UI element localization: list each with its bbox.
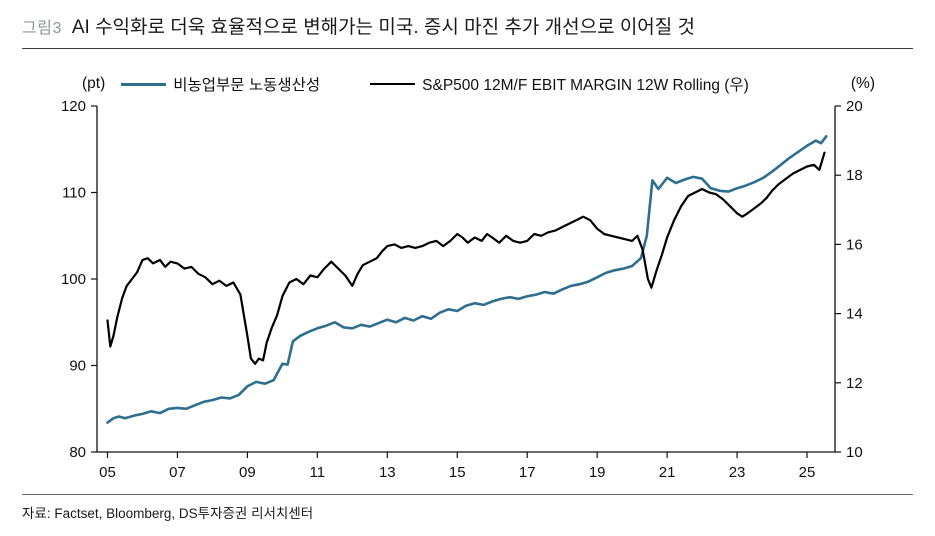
svg-text:90: 90 <box>69 358 86 375</box>
title-divider <box>22 48 913 49</box>
svg-text:10: 10 <box>846 444 863 461</box>
svg-text:13: 13 <box>379 464 396 481</box>
svg-text:16: 16 <box>846 236 863 253</box>
chart-legend-row: (pt) 비농업부문 노동생산성 S&P500 12M/F EBIT MARGI… <box>0 73 935 95</box>
svg-text:100: 100 <box>61 271 86 288</box>
svg-text:07: 07 <box>169 464 186 481</box>
svg-text:05: 05 <box>99 464 116 481</box>
svg-text:120: 120 <box>61 100 86 115</box>
figure-title: AI 수익화로 더욱 효율적으로 변해가는 미국. 증시 마진 추가 개선으로 … <box>71 17 696 38</box>
svg-text:110: 110 <box>62 185 86 202</box>
svg-text:12: 12 <box>846 375 863 392</box>
legend-label-ebit-margin: S&P500 12M/F EBIT MARGIN 12W Rolling (우) <box>422 77 749 94</box>
svg-text:14: 14 <box>846 306 863 323</box>
figure-header: 그림3 AI 수익화로 더욱 효율적으로 변해가는 미국. 증시 마진 추가 개… <box>22 12 913 39</box>
svg-text:18: 18 <box>846 167 863 184</box>
source-note: 자료: Factset, Bloomberg, DS투자증권 리서치센터 <box>22 506 314 521</box>
productivity-line-swatch <box>121 82 167 86</box>
svg-text:80: 80 <box>69 444 86 461</box>
svg-text:20: 20 <box>846 100 863 115</box>
svg-text:15: 15 <box>449 464 466 481</box>
svg-text:09: 09 <box>239 464 256 481</box>
right-axis-unit-label: (%) <box>850 75 875 92</box>
svg-text:25: 25 <box>799 464 816 481</box>
legend-item-ebit-margin: S&P500 12M/F EBIT MARGIN 12W Rolling (우) <box>370 73 749 95</box>
svg-text:19: 19 <box>589 464 606 481</box>
line-chart-svg: 80 90 100 110 120 10 12 14 16 18 20 05 07 09 11 13 15 17 1… <box>61 100 863 481</box>
left-axis-unit-label: (pt) <box>82 75 106 92</box>
footer-divider <box>22 494 913 495</box>
svg-text:17: 17 <box>519 464 536 481</box>
svg-text:23: 23 <box>729 464 746 481</box>
figure-label: 그림3 <box>22 20 62 37</box>
legend-item-productivity: 비농업부문 노동생산성 <box>121 73 320 95</box>
legend-label-productivity: 비농업부문 노동생산성 <box>173 77 321 94</box>
svg-text:11: 11 <box>310 464 326 481</box>
ebit-margin-line-swatch <box>370 83 416 85</box>
svg-text:21: 21 <box>659 464 676 481</box>
